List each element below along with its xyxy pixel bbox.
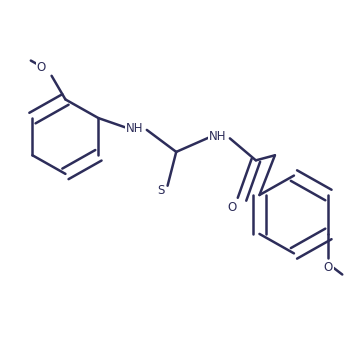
Text: NH: NH [126,122,143,135]
Text: O: O [227,201,236,214]
Text: NH: NH [209,130,227,143]
Text: O: O [37,61,46,74]
Text: O: O [324,261,333,274]
Text: S: S [157,184,164,197]
